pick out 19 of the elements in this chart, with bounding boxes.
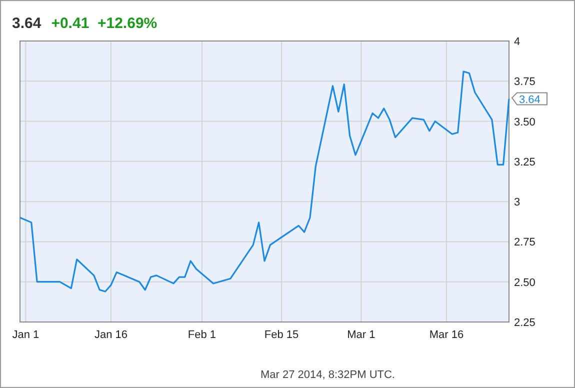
y-tick-label: 3.25 xyxy=(514,156,536,168)
x-tick-label: Jan 1 xyxy=(12,329,40,341)
y-tick-label: 3.75 xyxy=(514,76,536,88)
chart-title: 3.64 xyxy=(12,15,42,32)
y-tick-label: 2.50 xyxy=(514,276,536,289)
chart-subtitle: +0.41 +12.69% xyxy=(51,15,158,32)
annotation: 3.64 xyxy=(519,94,540,106)
x-tick-label: Mar 1 xyxy=(347,329,376,341)
y-tick-label: 4 xyxy=(514,36,520,48)
x-tick-label: Feb 1 xyxy=(188,329,216,341)
x-tick-label: Jan 16 xyxy=(94,329,128,341)
y-tick-label: 3.50 xyxy=(514,116,536,128)
text: Mar 27 2014, 8:32PM UTC. xyxy=(260,369,395,381)
y-tick-label: 2.75 xyxy=(514,236,536,249)
x-tick-label: Feb 15 xyxy=(264,329,299,341)
y-tick-label: 2.25 xyxy=(514,317,536,329)
y-tick-label: 3 xyxy=(514,196,520,209)
x-tick-label: Mar 16 xyxy=(429,329,464,341)
line-series xyxy=(19,70,510,292)
